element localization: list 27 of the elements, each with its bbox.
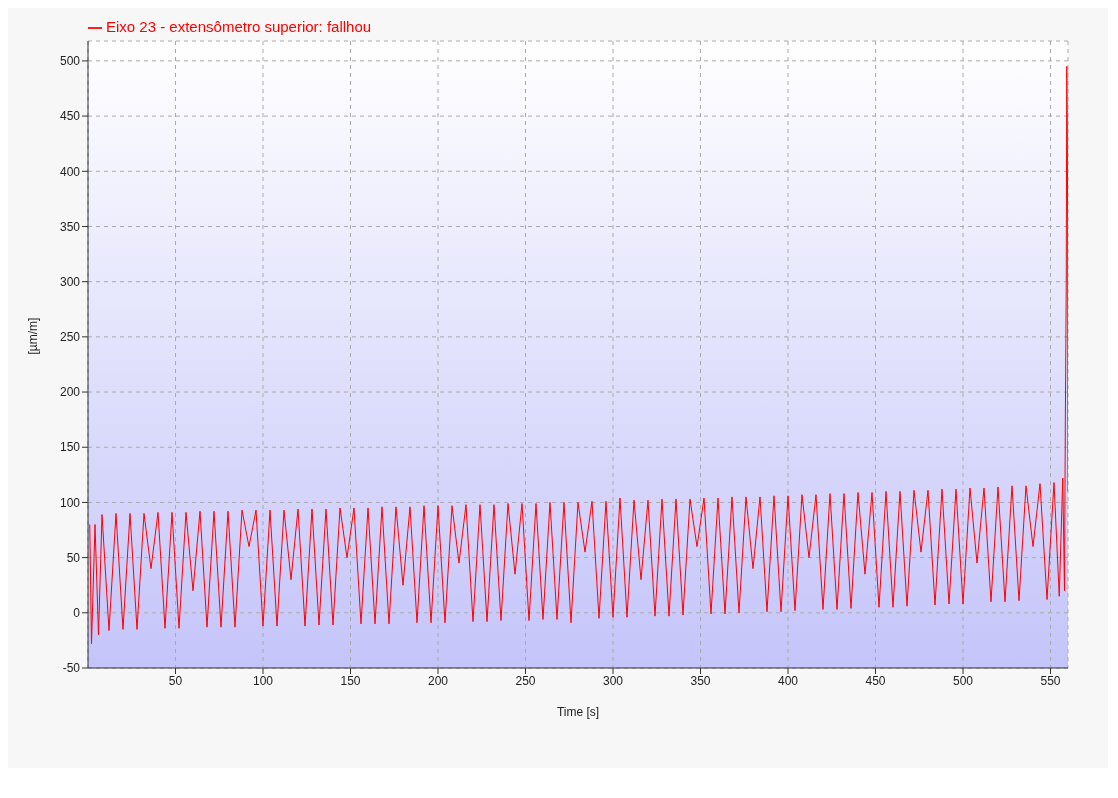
y-tick-label: 400 bbox=[59, 164, 81, 179]
x-tick-label: 150 bbox=[340, 673, 361, 688]
line-series bbox=[89, 65, 1068, 645]
y-tick-label: 300 bbox=[59, 274, 81, 289]
y-tick-label: 100 bbox=[59, 495, 81, 510]
legend-label: Eixo 23 - extensômetro superior: fallhou bbox=[106, 18, 372, 35]
y-tick-label: 350 bbox=[59, 219, 81, 234]
x-tick-label: 200 bbox=[427, 673, 449, 688]
x-tick-label: 500 bbox=[952, 673, 974, 688]
x-tick-label: 350 bbox=[690, 673, 711, 688]
y-tick-label: 150 bbox=[59, 440, 81, 455]
x-tick-label: 100 bbox=[252, 673, 274, 688]
x-tick-label: 400 bbox=[777, 673, 799, 688]
y-tick-label: 250 bbox=[59, 330, 81, 345]
y-tick-label: 450 bbox=[59, 109, 81, 124]
y-tick-label: 200 bbox=[59, 385, 81, 400]
y-tick-label: 500 bbox=[59, 54, 81, 69]
y-tick-label: -50 bbox=[62, 661, 81, 676]
x-tick-label: 450 bbox=[865, 673, 886, 688]
x-axis-title: Time [s] bbox=[556, 705, 600, 719]
x-tick-label: 50 bbox=[168, 673, 183, 688]
y-tick-label: 50 bbox=[66, 550, 81, 565]
y-tick-label: 0 bbox=[73, 606, 81, 621]
x-tick-label: 250 bbox=[515, 673, 536, 688]
x-tick-label: 300 bbox=[602, 673, 624, 688]
x-tick-label: 550 bbox=[1040, 673, 1061, 688]
y-axis-title: [µm/m] bbox=[26, 317, 41, 355]
